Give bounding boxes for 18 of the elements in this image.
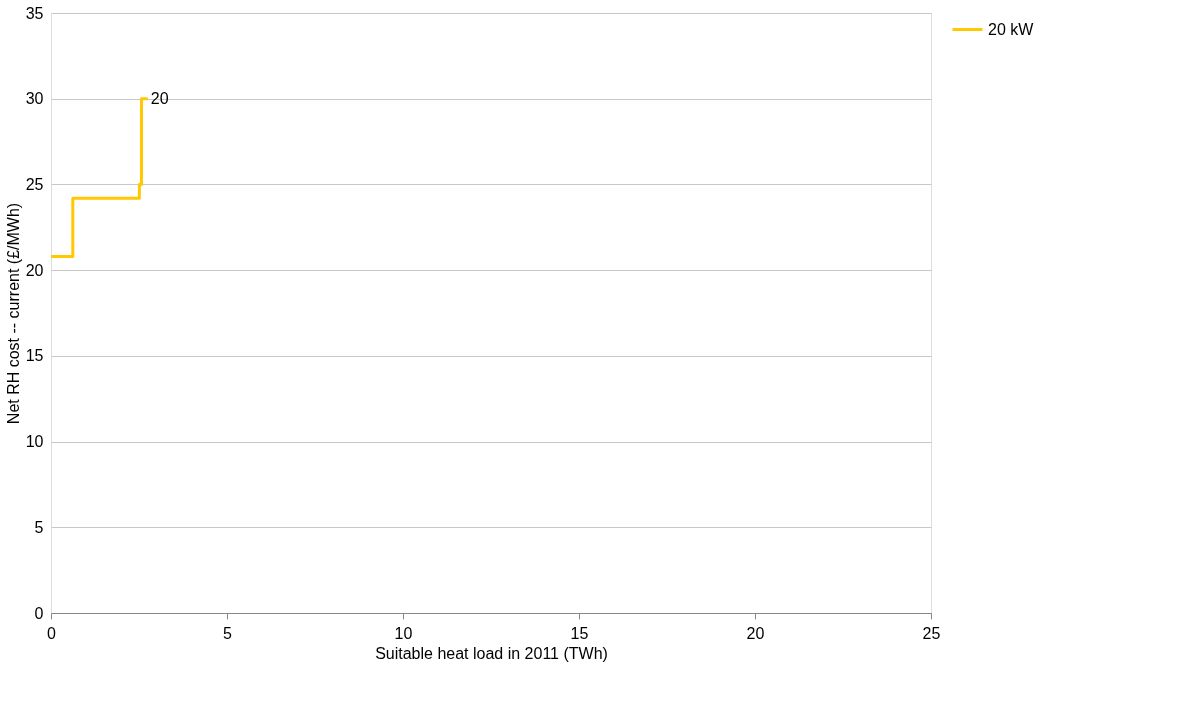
legend-label: 20 kW [988, 20, 1035, 38]
x-tick-label: 20 [746, 624, 765, 642]
x-tick-label: 15 [570, 624, 589, 642]
x-tick-label: 25 [922, 624, 941, 642]
y-tick-label: 5 [34, 518, 44, 536]
x-tick-label: 10 [394, 624, 413, 642]
y-tick-label: 30 [25, 90, 44, 108]
y-tick-label: 10 [25, 433, 44, 451]
y-tick-label: 25 [25, 175, 44, 193]
y-axis-title: Net RH cost -- current (£/MWh) [4, 202, 22, 425]
annotation: 20 [150, 89, 169, 107]
y-tick-label: 20 [25, 261, 44, 279]
y-tick-label: 15 [25, 347, 44, 365]
x-tick-label: 0 [47, 624, 57, 642]
y-tick-label: 35 [25, 4, 44, 22]
x-axis-title: Suitable heat load in 2011 (TWh) [375, 644, 608, 662]
y-tick-label: 0 [34, 604, 44, 622]
x-tick-label: 5 [223, 624, 233, 642]
